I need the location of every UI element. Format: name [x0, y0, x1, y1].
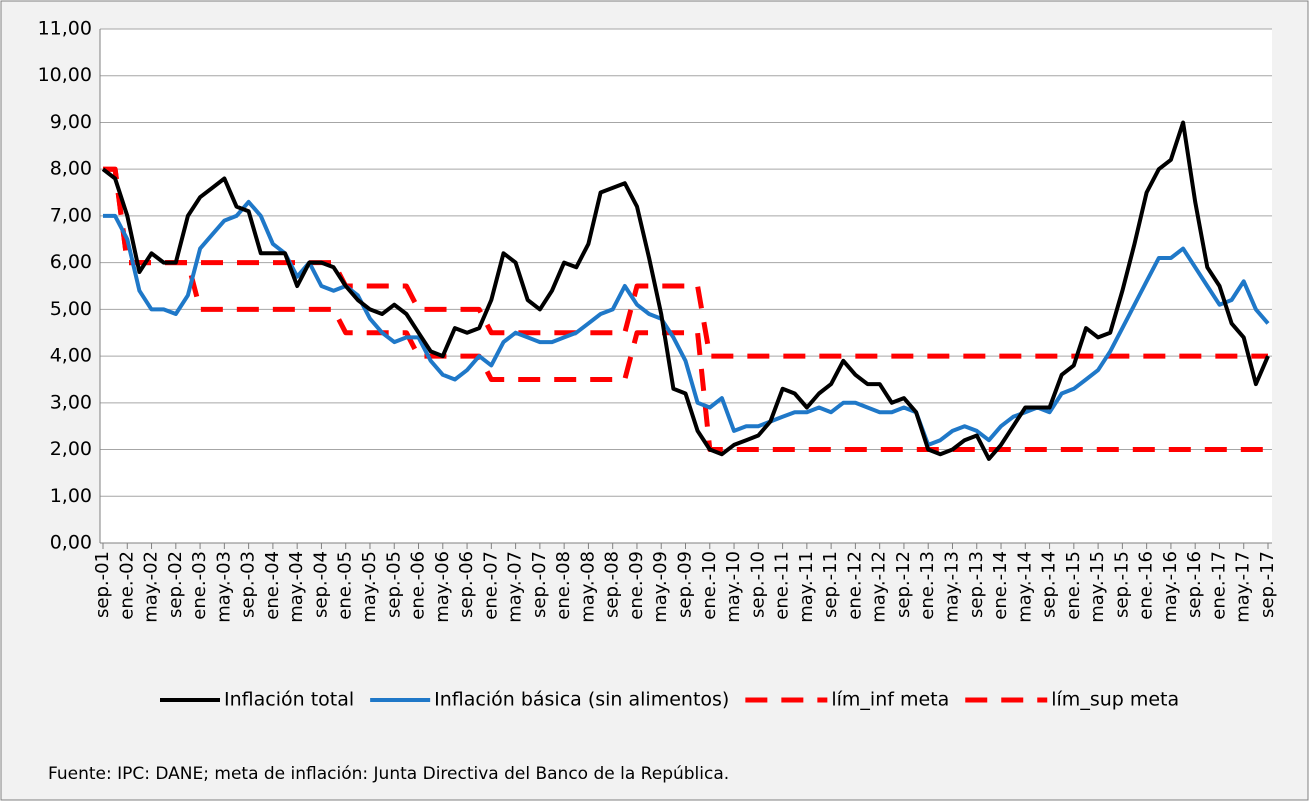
y-tick-label: 3,00 [50, 391, 92, 413]
x-tick-label: ene.-07 [480, 551, 501, 620]
x-tick-label: sep.-15 [1111, 551, 1132, 618]
x-tick-label: may.-03 [213, 551, 234, 623]
x-tick-label: may.-08 [577, 551, 598, 623]
x-tick-label: may.-09 [650, 551, 671, 623]
x-tick-label: sep.-17 [1257, 551, 1278, 618]
x-tick-label: ene.-05 [335, 551, 356, 620]
x-tick-label: ene.-06 [408, 551, 429, 620]
x-tick-label: may.-17 [1233, 551, 1254, 623]
x-tick-label: may.-07 [505, 551, 526, 623]
x-tick-label: ene.-14 [990, 551, 1011, 620]
x-tick-label: ene.-04 [262, 551, 283, 620]
x-tick-label: ene.-09 [626, 551, 647, 620]
x-tick-label: ene.-12 [844, 551, 865, 620]
legend-label: lím_inf meta [831, 689, 949, 711]
x-tick-label: sep.-16 [1184, 551, 1205, 618]
x-tick-label: sep.-01 [92, 551, 113, 618]
x-tick-label: may.-13 [941, 551, 962, 623]
x-tick-label: may.-14 [1014, 551, 1035, 623]
y-tick-label: 6,00 [50, 251, 92, 273]
y-tick-label: 11,00 [38, 18, 92, 40]
x-tick-label: sep.-12 [893, 551, 914, 618]
x-tick-label: may.-06 [432, 551, 453, 623]
x-tick-label: ene.-15 [1063, 551, 1084, 620]
x-tick-label: ene.-03 [189, 551, 210, 620]
x-tick-label: may.-11 [796, 551, 817, 623]
x-tick-label: ene.-16 [1136, 551, 1157, 620]
legend-label: lím_sup meta [1051, 689, 1179, 711]
y-tick-label: 4,00 [50, 345, 92, 367]
x-tick-label: ene.-13 [917, 551, 938, 620]
x-tick-label: may.-05 [359, 551, 380, 623]
x-tick-label: ene.-11 [772, 551, 793, 620]
series-line [103, 199, 1270, 447]
x-tick-label: sep.-05 [383, 551, 404, 618]
y-tick-label: 2,00 [50, 438, 92, 460]
x-tick-label: sep.-02 [165, 551, 186, 618]
x-tick-label: ene.-17 [1208, 551, 1229, 620]
x-tick-label: sep.-07 [529, 551, 550, 618]
x-tick-label: sep.-08 [602, 551, 623, 618]
y-tick-label: 5,00 [50, 298, 92, 320]
y-tick-label: 1,00 [50, 485, 92, 507]
x-tick-label: sep.-04 [310, 551, 331, 618]
y-tick-label: 8,00 [50, 158, 92, 180]
x-tick-label: may.-02 [141, 551, 162, 623]
x-tick-label: sep.-06 [456, 551, 477, 618]
source-note: Fuente: IPC: DANE; meta de inflación: Ju… [48, 764, 729, 784]
x-tick-label: sep.-09 [675, 551, 696, 618]
x-tick-label: sep.-13 [966, 551, 987, 618]
x-tick-label: may.-15 [1087, 551, 1108, 623]
legend-label: Inflación básica (sin alimentos) [434, 689, 729, 711]
legend-label: Inflación total [224, 689, 354, 711]
y-tick-label: 7,00 [50, 204, 92, 226]
x-tick-label: ene.-02 [116, 551, 137, 620]
x-tick-label: may.-12 [869, 551, 890, 623]
x-tick-label: may.-16 [1160, 551, 1181, 623]
x-tick-label: may.-10 [723, 551, 744, 623]
y-tick-label: 10,00 [38, 64, 92, 86]
x-tick-label: sep.-11 [820, 551, 841, 618]
target-line [103, 166, 1268, 452]
x-tick-label: ene.-08 [553, 551, 574, 620]
series-line [101, 120, 1270, 461]
x-tick-label: sep.-03 [238, 551, 259, 618]
y-tick-label: 9,00 [50, 111, 92, 133]
x-tick-label: may.-04 [286, 551, 307, 623]
plot-area [100, 29, 1272, 543]
x-tick-label: ene.-10 [699, 551, 720, 620]
y-tick-label: 0,00 [50, 532, 92, 554]
x-tick-label: sep.-10 [747, 551, 768, 618]
x-tick-label: sep.-14 [1039, 551, 1060, 618]
target-line [103, 166, 1268, 359]
